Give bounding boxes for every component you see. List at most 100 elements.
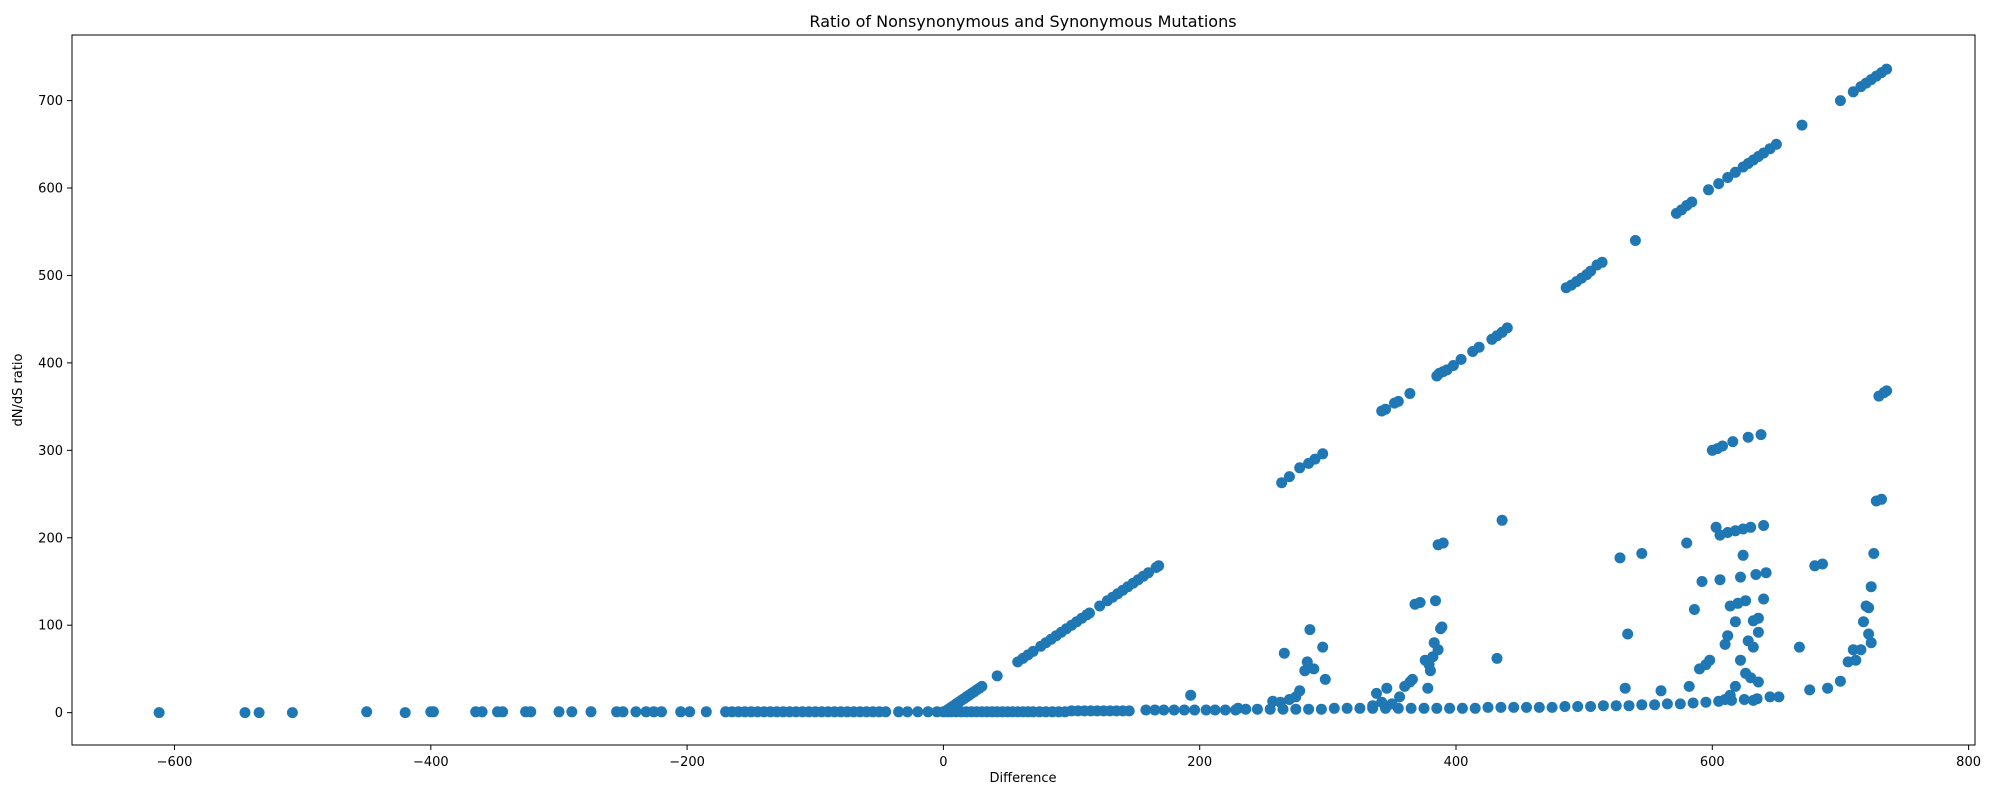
x-tick-label: −400 (413, 755, 449, 770)
data-point (684, 706, 696, 718)
data-point (1804, 684, 1816, 696)
data-point (1328, 702, 1340, 714)
data-point (1317, 448, 1329, 460)
data-point (1094, 600, 1106, 612)
data-point (1084, 607, 1095, 619)
data-point (1304, 624, 1316, 636)
data-point (1276, 477, 1288, 489)
data-point (1185, 689, 1197, 701)
data-point (1521, 701, 1532, 713)
data-point (1770, 138, 1782, 150)
data-point (1764, 691, 1776, 703)
data-point (1422, 682, 1434, 694)
data-point (1294, 685, 1306, 697)
x-tick-label: 400 (1444, 755, 1469, 770)
data-point (1299, 665, 1311, 677)
data-point (1773, 691, 1785, 703)
data-point (1495, 701, 1507, 713)
data-point (553, 706, 565, 718)
data-point (1636, 548, 1648, 559)
data-point (1793, 641, 1805, 653)
data-point (1865, 581, 1877, 593)
data-point (1153, 560, 1165, 572)
data-point (1533, 701, 1545, 713)
y-tick-label: 200 (38, 531, 63, 546)
data-point (1376, 696, 1388, 708)
data-point (1722, 172, 1734, 183)
data-point (1189, 704, 1201, 716)
data-point (239, 707, 251, 719)
data-point (1713, 178, 1725, 190)
data-point (1740, 595, 1752, 607)
y-axis-ticks: 0 100 200 300 400 500 600 700 (38, 94, 72, 721)
data-point (1424, 665, 1436, 677)
data-point (1501, 322, 1513, 334)
data-point (1847, 644, 1859, 656)
data-point (1729, 680, 1741, 692)
y-tick-label: 400 (38, 356, 63, 371)
data-point (1796, 119, 1808, 131)
data-point (1714, 574, 1726, 586)
y-axis-label: dN/dS ratio (11, 353, 26, 426)
data-point (1283, 471, 1295, 483)
data-point (1251, 703, 1263, 715)
data-point (1585, 701, 1597, 712)
data-point (648, 706, 660, 718)
data-point (902, 706, 913, 718)
data-point (1719, 694, 1731, 705)
data-point (1876, 493, 1887, 505)
data-point (1868, 548, 1880, 559)
x-axis-ticks: −600 −400 −200 0 200 400 600 800 (157, 745, 1981, 770)
data-point (1414, 597, 1426, 608)
data-point (1727, 436, 1739, 448)
data-point (912, 706, 924, 718)
data-point (1688, 604, 1700, 615)
data-point (1747, 694, 1759, 706)
data-point (1619, 682, 1631, 694)
data-point (1404, 388, 1416, 399)
data-point (1559, 701, 1571, 712)
data-point (1752, 612, 1764, 624)
y-tick-label: 300 (38, 444, 63, 459)
data-point (1447, 360, 1459, 371)
data-point (1456, 702, 1468, 714)
data-point (1834, 95, 1846, 107)
data-point (1863, 602, 1875, 614)
data-point (585, 706, 597, 718)
data-point (399, 707, 411, 719)
data-point (1636, 699, 1648, 711)
data-point (1855, 644, 1867, 656)
data-point (1027, 645, 1039, 657)
data-point (656, 706, 667, 718)
data-point (617, 706, 629, 718)
data-point (1294, 462, 1306, 474)
data-point (1742, 431, 1754, 443)
chart-title: Ratio of Nonsynonymous and Synonymous Mu… (809, 12, 1236, 31)
data-point (1622, 628, 1634, 640)
data-point (1755, 429, 1767, 441)
data-point (1371, 687, 1382, 699)
x-tick-label: 0 (939, 755, 947, 770)
data-point (1473, 341, 1485, 353)
data-point (1674, 698, 1686, 710)
data-point (1881, 385, 1893, 397)
data-point (880, 706, 892, 718)
data-point (675, 706, 687, 718)
data-point (1142, 567, 1154, 579)
data-point (1386, 698, 1398, 710)
data-point (1309, 453, 1321, 465)
data-point (1858, 616, 1869, 628)
x-tick-label: −600 (157, 755, 193, 770)
data-point (1508, 701, 1520, 713)
data-point (497, 706, 509, 718)
data-point (1740, 667, 1752, 679)
data-point (1681, 537, 1693, 549)
data-point (1178, 704, 1190, 716)
data-point (1758, 520, 1770, 531)
data-point (1683, 680, 1695, 692)
x-tick-label: 800 (1956, 755, 1981, 770)
data-point (1729, 616, 1741, 628)
data-point (1738, 694, 1750, 705)
data-point (1381, 682, 1393, 694)
data-point (1735, 654, 1746, 666)
